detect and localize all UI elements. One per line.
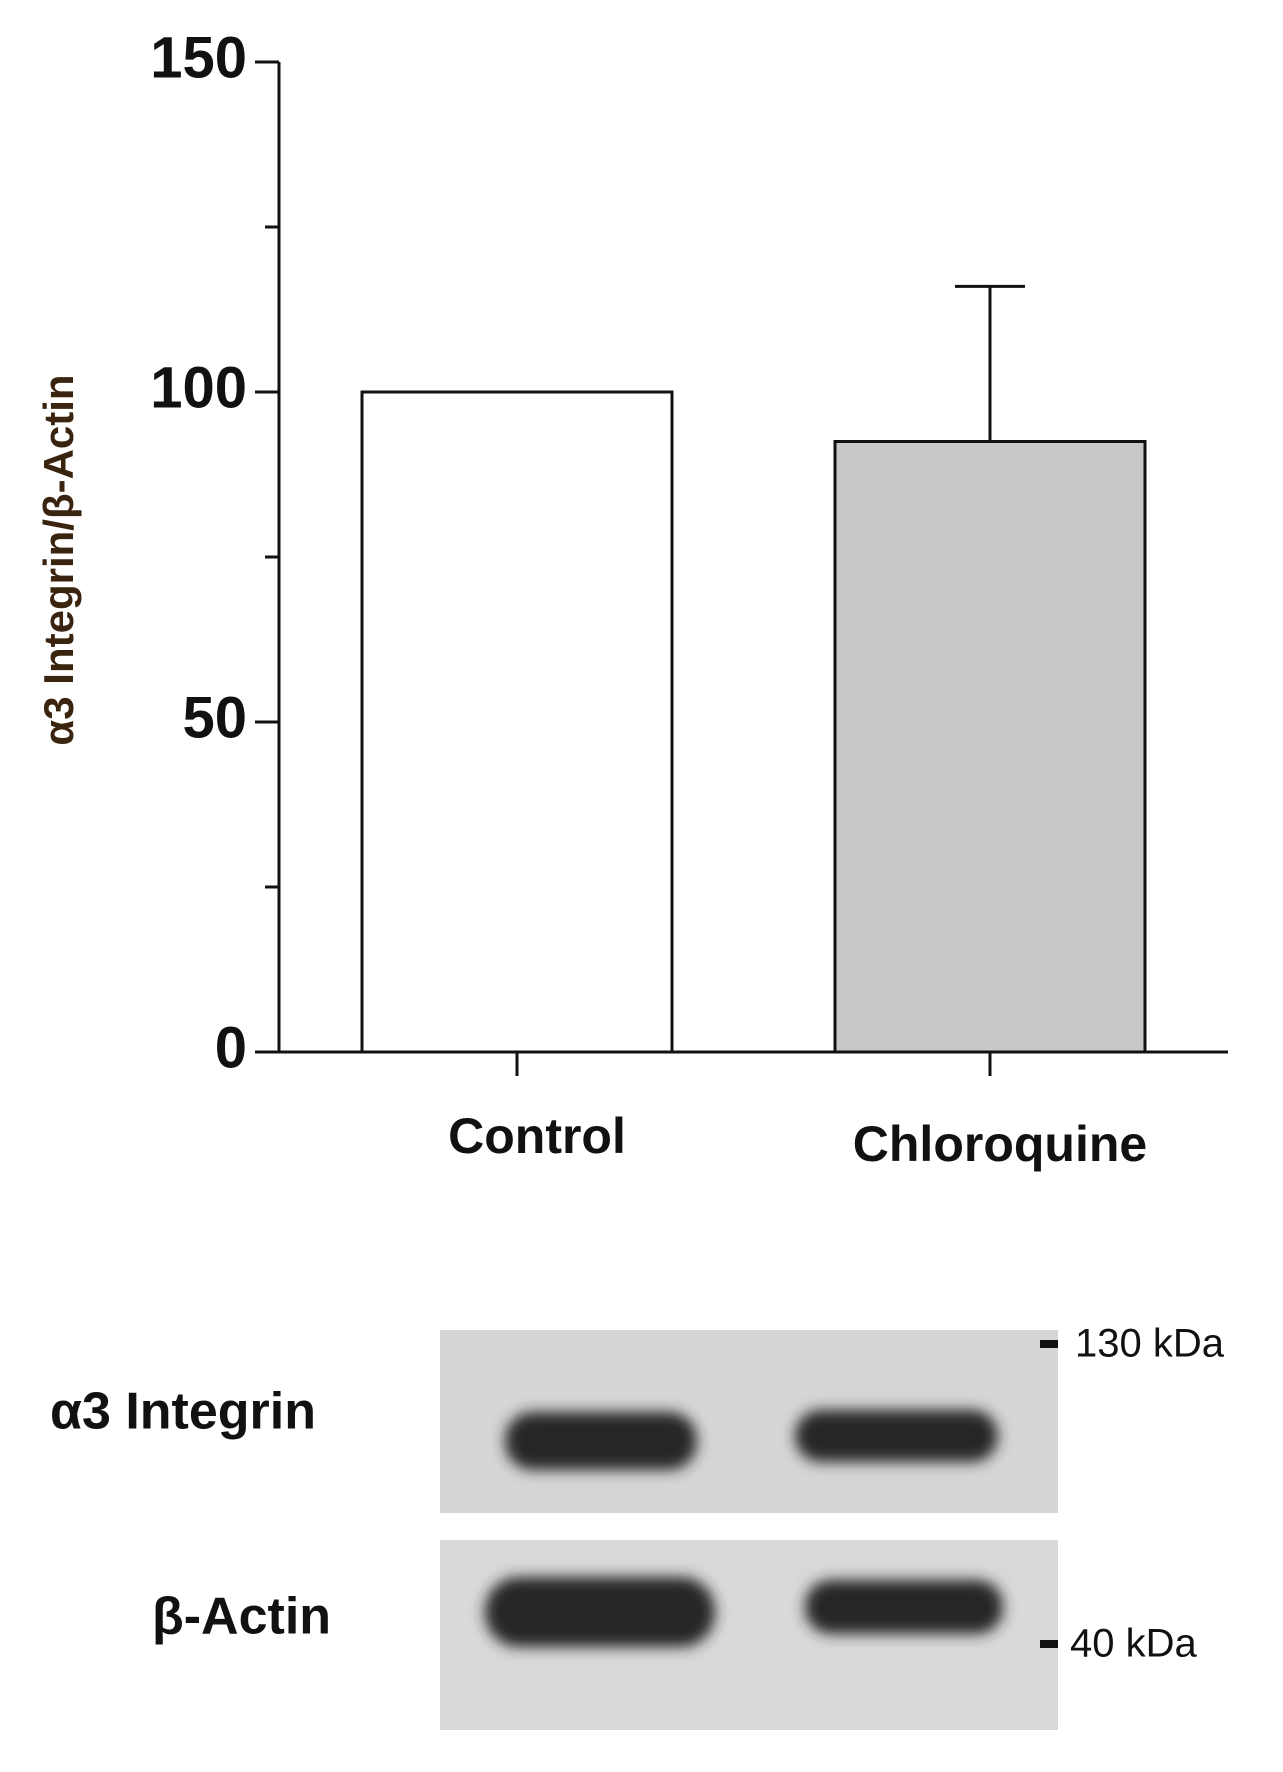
y-tick-label: 100 bbox=[150, 355, 247, 420]
blot-row-label: α3 Integrin bbox=[50, 1383, 316, 1441]
y-tick-label: 50 bbox=[182, 685, 247, 750]
y-tick-label: 0 bbox=[215, 1015, 247, 1080]
blot-row-label: β-Actin bbox=[152, 1588, 331, 1646]
band bbox=[795, 1410, 998, 1462]
x-tick-label: Control bbox=[448, 1108, 626, 1164]
y-tick-label: 150 bbox=[150, 25, 247, 90]
band bbox=[485, 1577, 715, 1647]
marker-label: 40 kDa bbox=[1070, 1622, 1197, 1666]
marker-dash bbox=[1040, 1640, 1058, 1648]
bands bbox=[485, 1410, 1003, 1647]
bar bbox=[360, 390, 674, 1054]
band bbox=[805, 1580, 1003, 1634]
y-axis-label: α3 Integrin/β-Actin bbox=[35, 374, 82, 745]
marker-dash bbox=[1040, 1340, 1058, 1348]
x-tick-label: Chloroquine bbox=[853, 1116, 1147, 1172]
marker-label: 130 kDa bbox=[1075, 1322, 1225, 1366]
band bbox=[505, 1412, 697, 1470]
bar bbox=[833, 440, 1147, 1054]
